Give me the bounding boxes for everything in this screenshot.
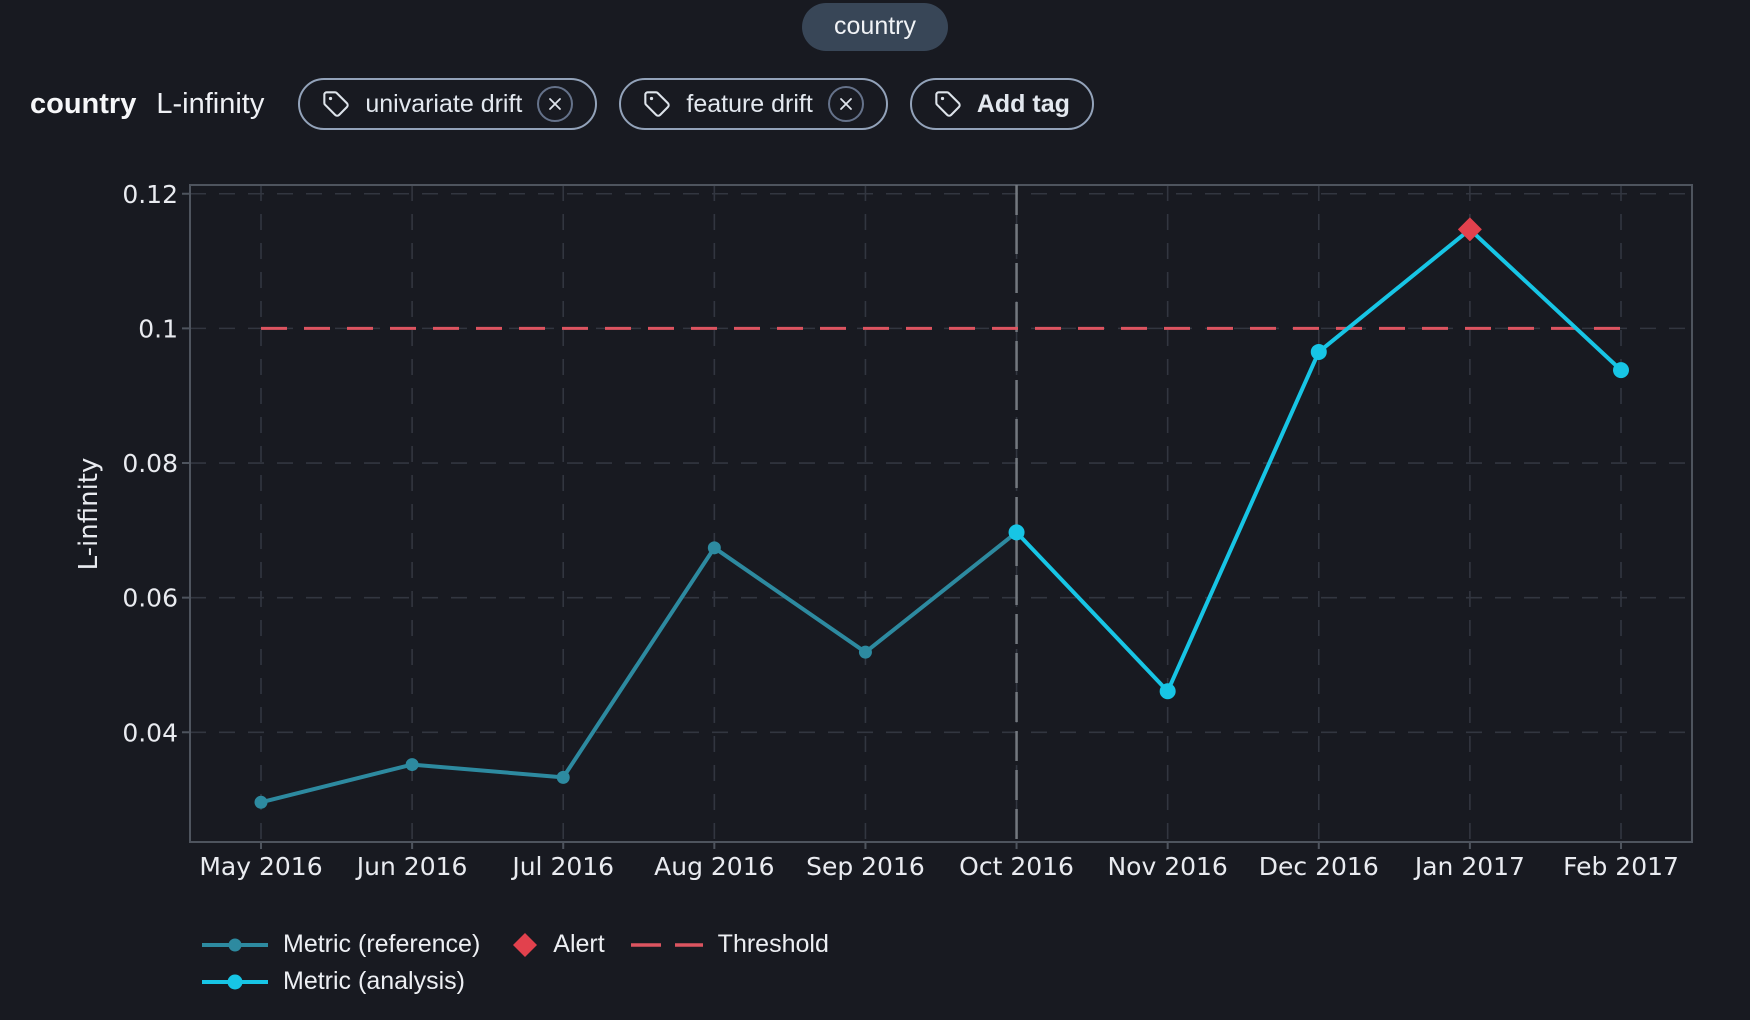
analysis-line-swatch <box>202 974 268 989</box>
analysis-point[interactable] <box>1159 683 1176 700</box>
reference-point[interactable] <box>254 795 268 809</box>
y-tick-label: 0.06 <box>122 584 178 613</box>
metric-name: L-infinity <box>156 87 265 120</box>
alert-marker-swatch <box>513 932 538 957</box>
x-tick-label: Dec 2016 <box>1259 852 1379 881</box>
tag-list: univariate drift feature drift <box>298 78 1094 130</box>
x-tick-label: Jun 2016 <box>355 852 468 881</box>
y-tick-label: 0.12 <box>122 180 178 209</box>
tag-univariate-drift[interactable]: univariate drift <box>298 78 598 130</box>
x-tick-label: Nov 2016 <box>1107 852 1227 881</box>
y-tick-label: 0.1 <box>138 314 178 343</box>
legend-label-analysis: Metric (analysis) <box>283 967 465 995</box>
axis-ticks <box>182 192 1622 849</box>
feature-pill-label: country <box>834 12 916 40</box>
legend-row: Metric (reference) Alert Threshold <box>202 930 829 959</box>
analysis-point[interactable] <box>1310 343 1327 360</box>
y-axis-title: L-infinity <box>74 458 104 571</box>
axis-labels: 0.04 0.06 0.08 0.1 0.12 May 2016 Jun 2016 Jul 2… <box>74 180 1679 881</box>
y-tick-label: 0.04 <box>122 718 178 747</box>
tag-label: univariate drift <box>365 89 523 118</box>
alert-marker[interactable] <box>1457 217 1482 242</box>
feature-name: country <box>30 87 137 120</box>
reference-point[interactable] <box>707 541 721 555</box>
x-tick-label: May 2016 <box>199 852 322 881</box>
x-tick-label: Oct 2016 <box>959 852 1074 881</box>
plot-border <box>189 184 1693 843</box>
legend-item-alert[interactable]: Alert <box>512 930 605 959</box>
y-gridlines <box>190 192 1692 734</box>
reference-point[interactable] <box>405 758 419 772</box>
tag-icon <box>644 91 671 117</box>
threshold-line-swatch <box>630 942 703 947</box>
tag-icon <box>323 91 350 117</box>
tag-feature-drift[interactable]: feature drift <box>619 78 888 130</box>
x-gridlines <box>260 185 1622 842</box>
remove-tag-button[interactable] <box>827 86 864 122</box>
analysis-point[interactable] <box>1613 362 1629 379</box>
reference-line <box>259 530 1019 805</box>
x-tick-label: Feb 2017 <box>1563 852 1679 881</box>
tag-label: feature drift <box>686 89 813 118</box>
reference-point[interactable] <box>858 645 872 659</box>
legend-label-alert: Alert <box>553 930 605 958</box>
legend-item-threshold[interactable]: Threshold <box>630 930 829 959</box>
legend-item-reference[interactable]: Metric (reference) <box>202 930 480 959</box>
header: country L-infinity univariate drift feat… <box>30 76 1094 132</box>
remove-tag-button[interactable] <box>537 86 574 122</box>
tag-icon <box>935 91 961 117</box>
reference-point[interactable] <box>556 770 570 784</box>
x-tick-label: Sep 2016 <box>806 852 925 881</box>
add-tag-label: Add tag <box>976 89 1070 118</box>
x-tick-label: Aug 2016 <box>654 852 774 881</box>
legend-row: Metric (analysis) <box>202 967 829 996</box>
x-tick-label: Jul 2016 <box>510 852 614 881</box>
feature-pill[interactable]: country <box>802 3 948 51</box>
legend-label-reference: Metric (reference) <box>283 930 481 958</box>
analysis-point[interactable] <box>1008 524 1025 541</box>
legend-label-threshold: Threshold <box>717 930 829 958</box>
x-tick-label: Jan 2017 <box>1413 852 1525 881</box>
close-icon <box>549 98 562 110</box>
close-icon <box>839 98 852 110</box>
chart-legend: Metric (reference) Alert Threshold Metri… <box>202 930 829 996</box>
y-tick-label: 0.08 <box>122 449 178 478</box>
reference-line-swatch <box>202 938 268 951</box>
add-tag-button[interactable]: Add tag <box>909 78 1094 130</box>
legend-item-analysis[interactable]: Metric (analysis) <box>202 967 465 996</box>
